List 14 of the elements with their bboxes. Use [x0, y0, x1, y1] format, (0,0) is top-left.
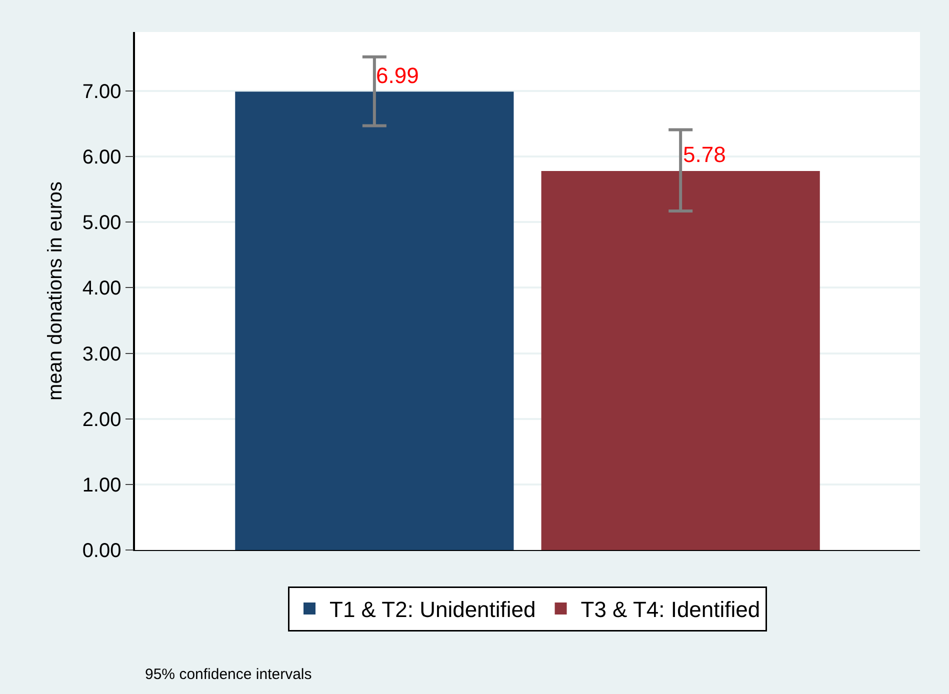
data-label: 6.99	[376, 63, 419, 88]
y-tick-label: 0.00	[82, 540, 122, 562]
legend-label: T1 & T2: Unidentified	[330, 597, 536, 622]
y-tick-label: 6.00	[82, 146, 122, 169]
y-tick-label: 3.00	[82, 343, 122, 366]
y-tick-label: 1.00	[82, 474, 122, 496]
y-tick-label: 2.00	[82, 408, 122, 431]
y-axis-title: mean donations in euros	[44, 181, 66, 401]
legend-label: T3 & T4: Identified	[580, 597, 760, 622]
y-tick-label: 5.00	[82, 212, 122, 234]
data-label: 5.78	[683, 142, 726, 167]
y-tick-label: 4.00	[82, 278, 122, 300]
y-tick-label: 7.00	[82, 81, 122, 104]
text: 95% confidence intervals	[145, 666, 312, 683]
